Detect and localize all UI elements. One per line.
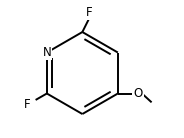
- Text: F: F: [86, 6, 92, 19]
- Text: F: F: [24, 98, 31, 111]
- Text: N: N: [43, 46, 51, 59]
- Text: O: O: [133, 87, 143, 100]
